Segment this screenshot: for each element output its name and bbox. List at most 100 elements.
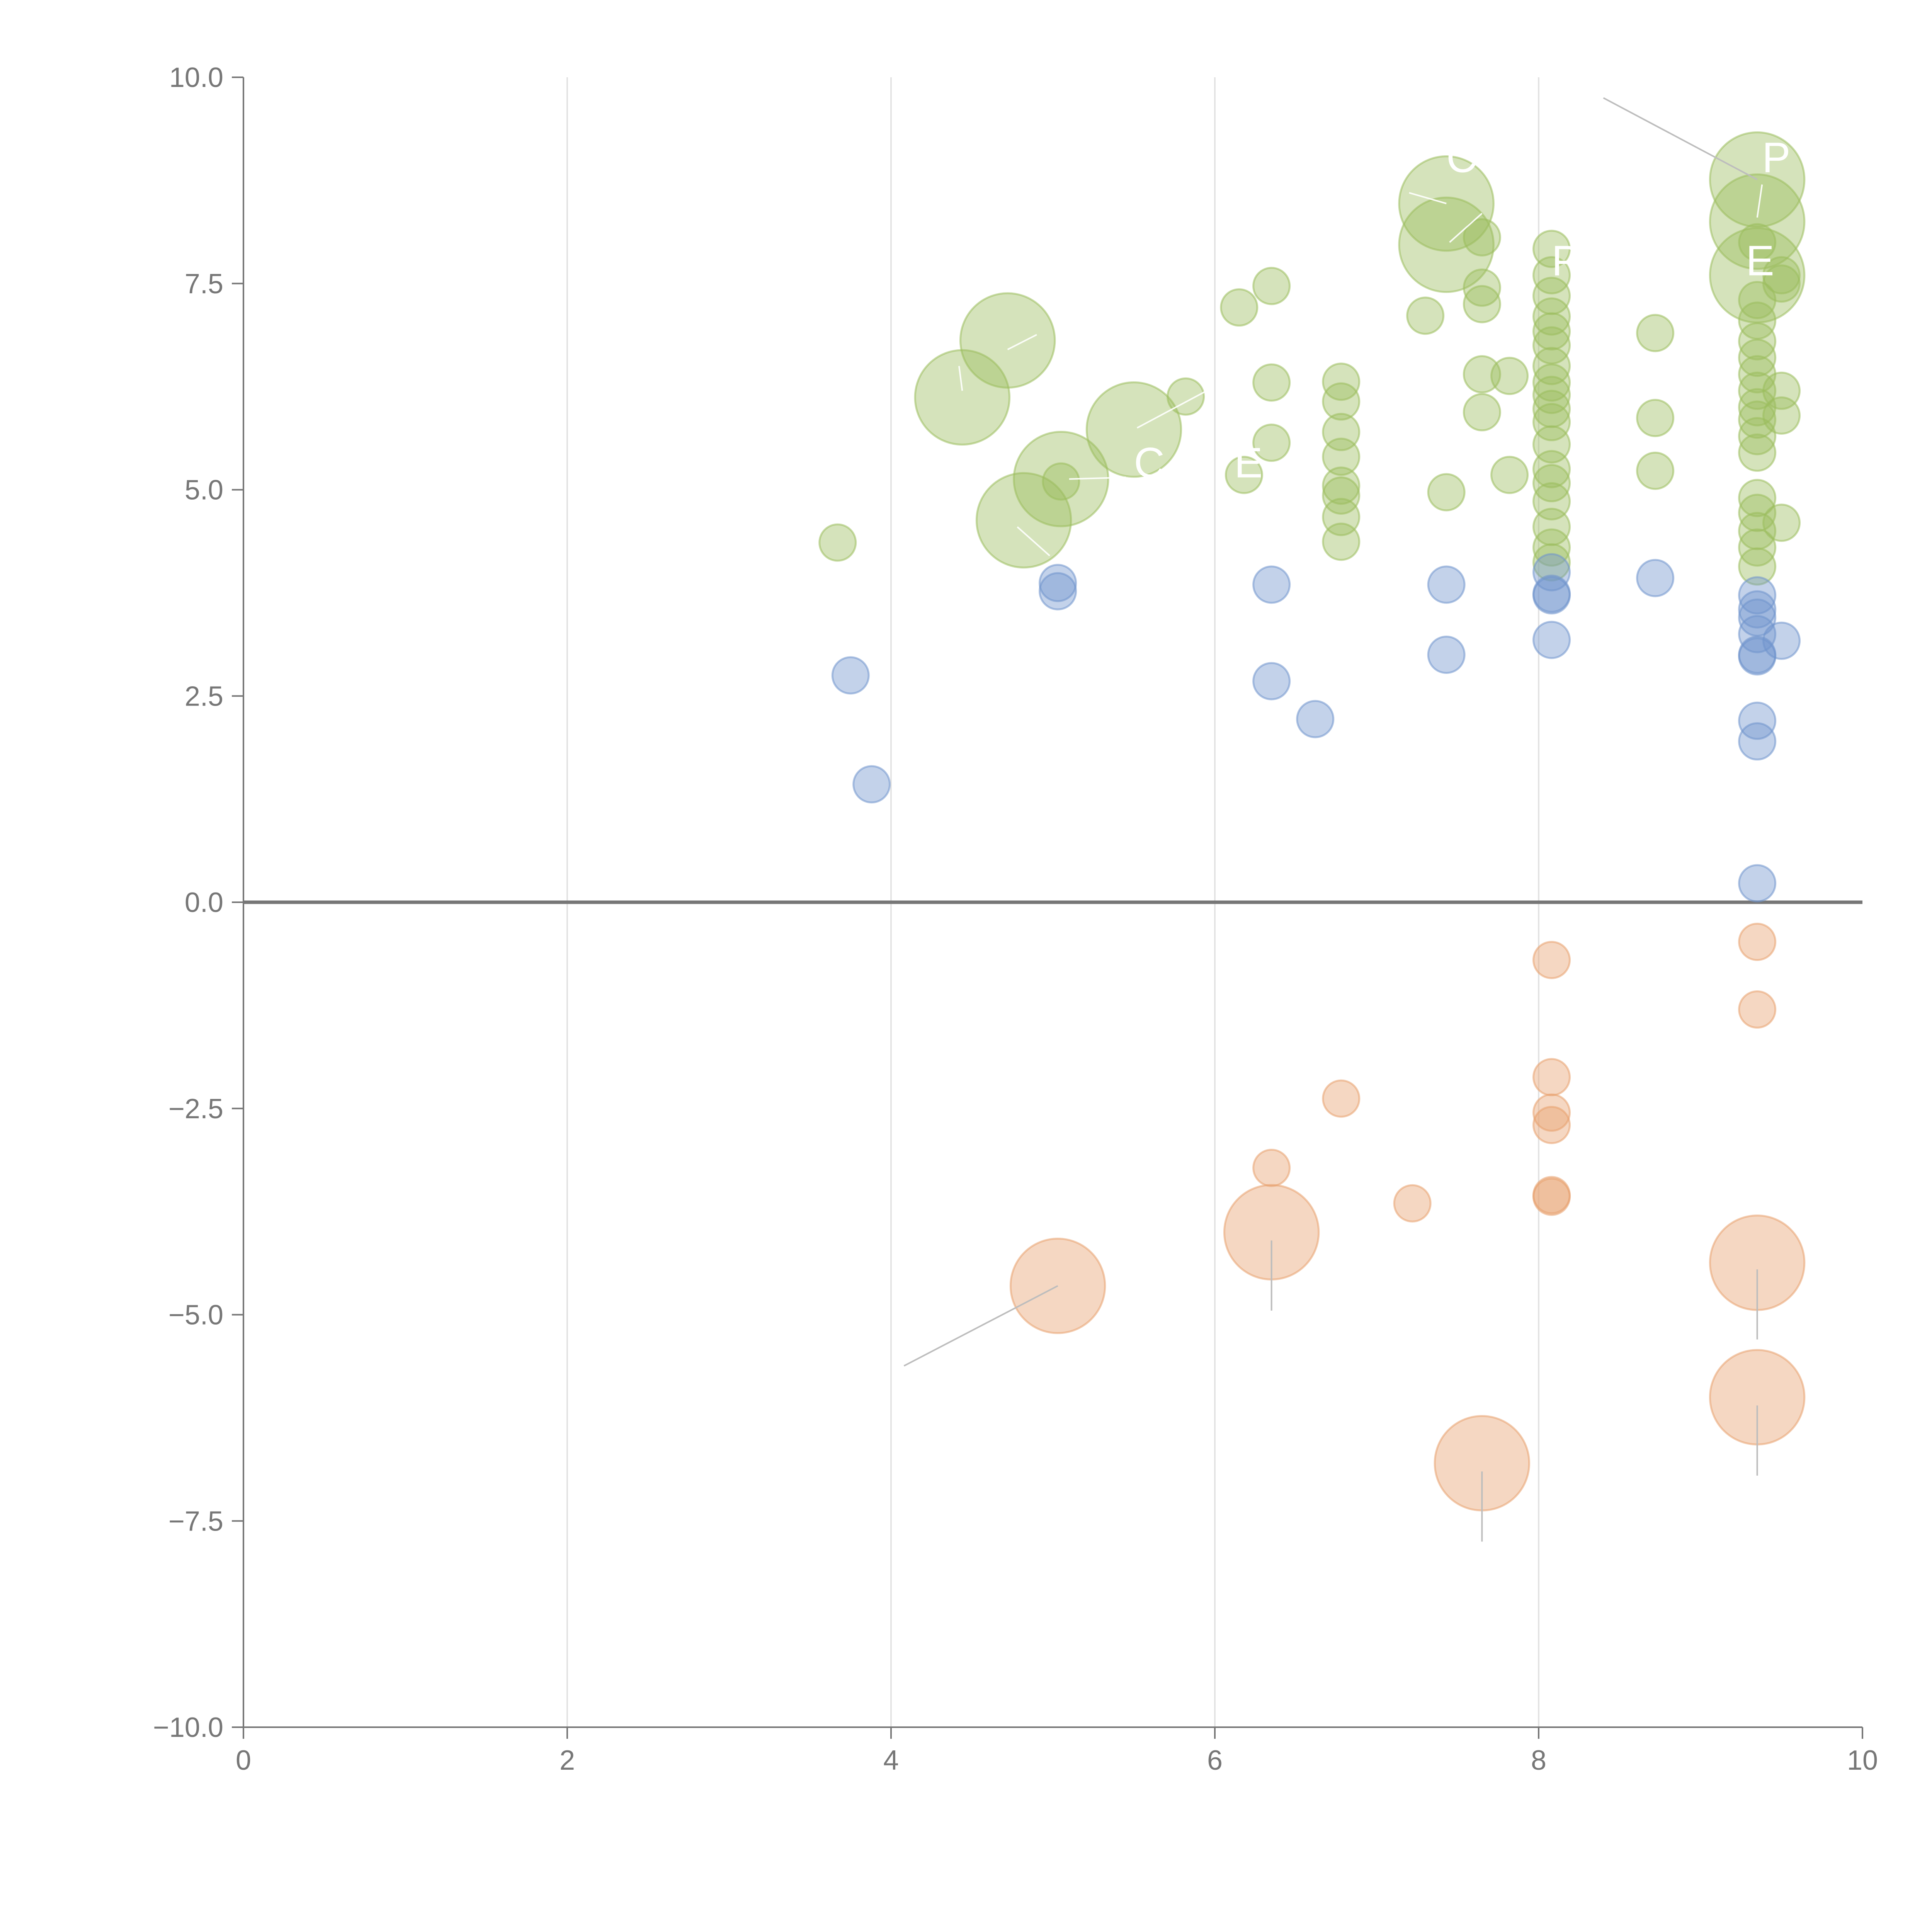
bubble-label-4: E (1234, 439, 1262, 486)
bubble-blue-6 (1296, 700, 1335, 738)
bubble-green-10 (1252, 363, 1291, 402)
bubble-green-54 (1709, 173, 1806, 270)
bubble-green-25 (1463, 218, 1501, 257)
bubble-green-52 (1636, 451, 1675, 490)
x-tick-label: 2 (560, 1745, 575, 1776)
bubble-green-50 (1636, 314, 1675, 352)
bubble-green-42 (1532, 403, 1571, 441)
bubble-green-39 (1532, 363, 1571, 402)
label-layer: P P E C E C (1134, 134, 1791, 487)
y-tick-label: 10.0 (169, 62, 223, 93)
bubble-green-33 (1532, 256, 1571, 294)
bubble-blue-1 (852, 765, 891, 804)
bubble-orange-11 (1532, 1177, 1571, 1216)
y-tick-label: −2.5 (168, 1094, 223, 1124)
annotation-leader-9 (1069, 476, 1126, 480)
bubble-label-5: C (1134, 439, 1165, 486)
annotation-layer (903, 97, 1763, 1542)
x-tick-label: 6 (1207, 1745, 1223, 1776)
bubble-blue-23 (1762, 621, 1801, 660)
bubble-green-28 (1463, 355, 1501, 394)
y-tick-label: −7.5 (168, 1506, 223, 1537)
bubble-green-40 (1532, 376, 1571, 414)
bubble-orange-6 (1532, 940, 1571, 979)
bubble-label-0: P (1762, 134, 1790, 182)
bubble-green-51 (1636, 399, 1675, 437)
bubble-blue-21 (1738, 722, 1777, 761)
bubble-green-5 (1042, 462, 1080, 501)
x-tick-label: 8 (1531, 1745, 1546, 1776)
bubble-label-1: P (1552, 237, 1580, 284)
annotation-leader-7 (958, 366, 963, 391)
bubble-green-12 (1225, 456, 1263, 494)
bubble-green-27 (1463, 285, 1501, 323)
bubble-green-29 (1463, 393, 1501, 432)
bubble-green-71 (1738, 547, 1777, 586)
bubble-label-3: C (1446, 134, 1477, 182)
bubble-label-2: E (1746, 237, 1774, 284)
annotation-leader-10 (1136, 390, 1207, 429)
bubble-orange-3 (1322, 1079, 1361, 1118)
bubble-green-30 (1490, 357, 1529, 395)
bubble-green-4 (1013, 431, 1109, 527)
bubble-blue-22 (1738, 864, 1777, 903)
x-tick-label: 10 (1847, 1745, 1878, 1776)
annotation-leader-0 (1603, 97, 1758, 180)
bubble-green-24 (1427, 473, 1466, 512)
bubble-blue-14 (1738, 576, 1777, 615)
bubble-green-31 (1490, 456, 1529, 494)
bubble-green-21 (1406, 296, 1445, 335)
bubble-blue-17 (1738, 615, 1777, 653)
bubble-green-60 (1738, 338, 1777, 377)
y-tick-label: 0.0 (185, 887, 223, 918)
bubble-blue-7 (1427, 565, 1466, 604)
bubble-green-0 (818, 523, 857, 562)
bubble-green-18 (1322, 476, 1361, 515)
annotation-leader-12 (1449, 213, 1483, 243)
bubble-orange-13 (1738, 990, 1777, 1029)
bubble-orange-7 (1532, 1058, 1571, 1097)
bubble-green-72 (1762, 256, 1801, 294)
bubble-green-56 (1738, 223, 1777, 262)
bubble-green-38 (1532, 347, 1571, 385)
y-tick-label: −5.0 (168, 1300, 223, 1331)
bubble-orange-1 (1252, 1148, 1291, 1187)
bubble-green-73 (1762, 264, 1801, 303)
annotation-leader-8 (1017, 526, 1050, 556)
bubble-green-17 (1322, 466, 1361, 505)
bubble-green-20 (1322, 522, 1361, 561)
bubble-green-9 (1252, 267, 1291, 305)
bubble-blue-20 (1738, 701, 1777, 740)
bubble-green-7 (1167, 377, 1205, 416)
bubble-blue-0 (831, 656, 870, 695)
bubble-blue-19 (1738, 637, 1777, 676)
annotation-leader-11 (1409, 192, 1447, 204)
bubble-green-11 (1252, 423, 1291, 462)
annotation-leader-13 (1756, 184, 1763, 218)
bubble-green-75 (1762, 396, 1801, 435)
bubble-green-6 (1085, 381, 1182, 478)
bubble-blue-13 (1636, 559, 1675, 597)
bubble-orange-8 (1532, 1093, 1571, 1132)
bubble-orange-12 (1738, 922, 1777, 961)
bubble-green-49 (1532, 543, 1571, 582)
bubble-green-32 (1532, 230, 1571, 268)
bubble-green-3 (975, 472, 1072, 569)
bubble-green-64 (1738, 400, 1777, 439)
bubble-green-13 (1322, 362, 1361, 401)
bubble-green-36 (1532, 312, 1571, 351)
bubble-blue-12 (1532, 621, 1571, 659)
bubble-blue-3 (1039, 572, 1077, 611)
bubble-green-14 (1322, 382, 1361, 421)
bubble-green-16 (1322, 437, 1361, 476)
bubble-green-35 (1532, 297, 1571, 336)
annotation-leader-6 (1007, 334, 1037, 350)
bubble-green-59 (1738, 322, 1777, 361)
bubble-blue-2 (1039, 564, 1077, 602)
y-tick-label: 5.0 (185, 475, 223, 506)
y-tick-label: −10.0 (153, 1712, 223, 1743)
y-tick-label: 7.5 (185, 269, 223, 299)
bubble-blue-4 (1252, 565, 1291, 604)
bubble-orange-9 (1532, 1105, 1571, 1144)
